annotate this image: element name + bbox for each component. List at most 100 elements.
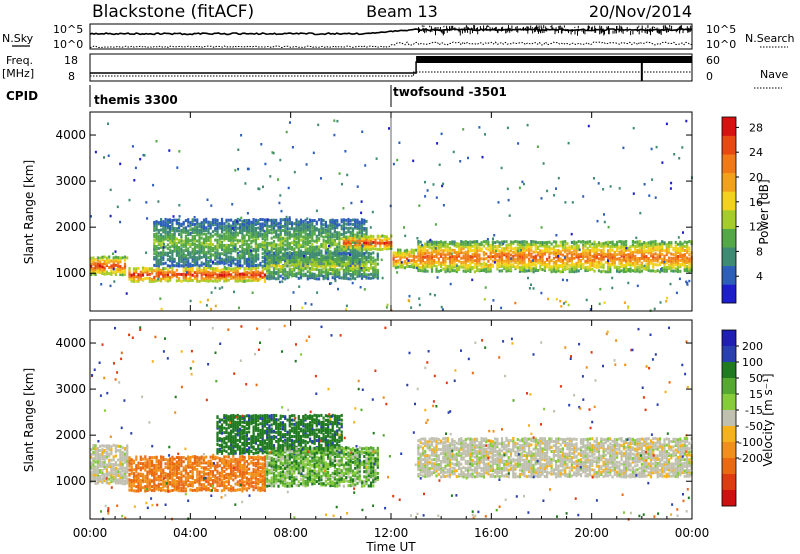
velocity-cell <box>101 463 104 467</box>
power-cell <box>403 249 406 253</box>
power-cell <box>187 264 190 268</box>
nsearch-mark <box>691 30 693 32</box>
nsearch-mark <box>632 30 634 35</box>
power-cell <box>521 265 524 269</box>
power-cell <box>187 253 190 257</box>
power-cell <box>220 257 224 261</box>
power-cell <box>603 213 605 216</box>
power-cell <box>349 264 352 268</box>
power-cell <box>491 240 494 244</box>
power-cell <box>663 241 666 245</box>
power-cell <box>480 266 483 270</box>
power-cell <box>236 220 238 223</box>
nsearch-mark <box>614 29 616 34</box>
power-cell <box>419 240 422 244</box>
power-cell <box>166 251 169 255</box>
power-cell <box>327 261 330 265</box>
power-cell <box>421 256 425 260</box>
nsearch-mark <box>530 28 532 30</box>
power-cell <box>496 249 499 253</box>
power-cell <box>575 255 578 259</box>
power-cell <box>347 227 350 230</box>
power-cell <box>444 256 447 260</box>
power-cell <box>521 180 524 184</box>
power-cell <box>266 264 269 268</box>
nsearch-mark <box>473 29 475 31</box>
power-cell <box>557 255 560 258</box>
power-cell <box>297 226 300 230</box>
power-cell <box>665 259 668 262</box>
power-cell <box>241 276 244 280</box>
power-cell <box>293 268 296 272</box>
power-cell <box>279 231 282 235</box>
power-cell <box>279 260 282 264</box>
power-cell <box>155 254 158 258</box>
power-cell <box>266 245 269 249</box>
power-cell <box>597 253 601 256</box>
power-cell <box>245 229 248 233</box>
power-cell <box>191 219 194 223</box>
nsearch-mark <box>534 27 536 33</box>
power-cell <box>584 268 587 272</box>
power-cell <box>550 247 553 251</box>
power-cell <box>681 259 684 263</box>
power-cell <box>160 243 163 247</box>
power-cell <box>189 228 192 232</box>
power-cell <box>270 241 273 245</box>
power-cell <box>555 250 558 254</box>
nsearch-mark <box>607 27 608 29</box>
power-cell <box>430 267 434 270</box>
power-cell <box>688 262 691 265</box>
velocity-cell <box>92 469 95 473</box>
power-cell <box>329 245 332 249</box>
power-cell <box>349 230 352 234</box>
power-cell <box>437 241 440 244</box>
power-cell <box>182 278 185 282</box>
power-cell <box>347 272 350 276</box>
power-cell <box>379 238 382 242</box>
nsearch-mark <box>526 26 528 29</box>
power-cell <box>178 278 181 282</box>
power-cell <box>336 119 339 123</box>
velocity-cell <box>103 449 106 452</box>
power-cell <box>299 243 303 247</box>
nsearch-mark <box>551 25 553 27</box>
power-cell <box>618 257 621 261</box>
power-cell <box>207 270 210 274</box>
power-cell <box>320 233 323 237</box>
power-cell <box>173 239 176 243</box>
power-cell <box>367 251 370 255</box>
power-cell <box>498 269 501 273</box>
power-cell <box>157 221 160 225</box>
power-cell <box>293 262 296 266</box>
velocity-cell <box>103 476 106 479</box>
power-cell <box>241 272 244 276</box>
power-cell <box>435 243 438 247</box>
velocity-cell <box>101 473 104 477</box>
power-cell <box>108 272 111 276</box>
power-cell <box>358 272 361 276</box>
power-cell <box>193 246 196 249</box>
velocity-cell <box>105 446 108 450</box>
power-cell <box>171 236 174 240</box>
power-cell <box>151 269 154 273</box>
power-cell <box>548 265 551 269</box>
power-cell <box>609 244 612 248</box>
power-cell <box>322 239 325 242</box>
power-cell <box>171 271 174 274</box>
power-cell <box>523 253 526 257</box>
power-cell <box>575 251 578 255</box>
power-cell <box>360 268 364 272</box>
power-cell <box>552 260 555 264</box>
power-cell <box>660 268 663 271</box>
power-cell <box>363 226 366 230</box>
power-cell <box>561 261 564 265</box>
power-cell <box>412 265 415 269</box>
power-cell <box>275 231 278 235</box>
nsearch-mark <box>560 29 562 33</box>
power-cell <box>232 275 235 279</box>
nsearch-mark <box>502 26 504 31</box>
power-cell <box>275 267 278 270</box>
power-cell <box>160 253 163 257</box>
power-cell <box>380 258 383 262</box>
